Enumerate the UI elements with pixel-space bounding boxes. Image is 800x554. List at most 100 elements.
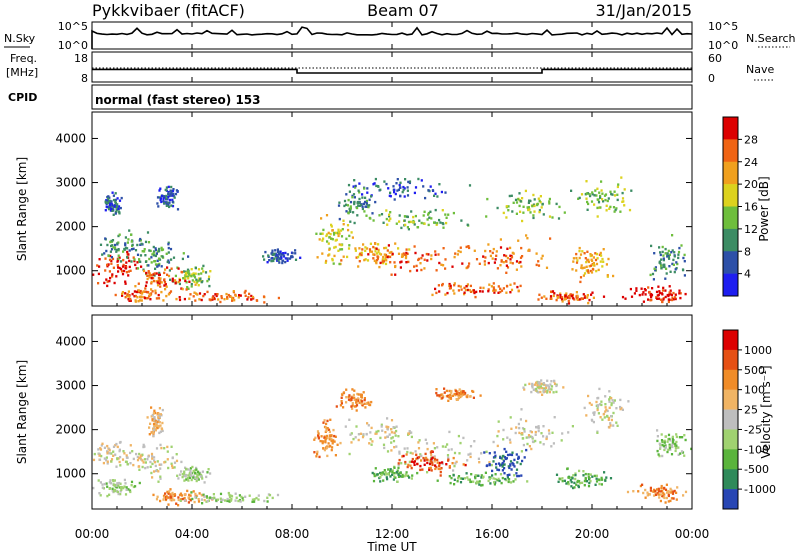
range-cell bbox=[129, 451, 132, 455]
range-cell bbox=[542, 390, 545, 394]
range-cell bbox=[199, 475, 202, 478]
range-cell bbox=[503, 463, 506, 466]
range-cell bbox=[574, 473, 577, 477]
range-cell bbox=[125, 456, 128, 459]
range-cell bbox=[138, 468, 141, 471]
range-cell bbox=[221, 498, 224, 501]
range-cell bbox=[588, 477, 591, 480]
range-cell bbox=[372, 257, 375, 260]
range-cell bbox=[168, 201, 171, 204]
range-cell bbox=[564, 295, 567, 298]
range-cell bbox=[172, 188, 175, 191]
range-cell bbox=[533, 210, 536, 213]
range-cell bbox=[669, 270, 672, 273]
range-cell bbox=[119, 206, 122, 210]
range-cell bbox=[257, 494, 260, 497]
range-cell bbox=[330, 437, 333, 440]
range-cell bbox=[441, 396, 444, 400]
range-cell bbox=[668, 446, 671, 450]
range-cell bbox=[160, 281, 163, 284]
range-cell bbox=[153, 470, 156, 473]
range-cell bbox=[404, 473, 407, 476]
range-cell bbox=[602, 200, 605, 203]
range-cell bbox=[158, 279, 161, 282]
range-cell bbox=[416, 457, 419, 461]
range-cell bbox=[144, 240, 148, 244]
range-cell bbox=[123, 452, 126, 455]
range-cell bbox=[140, 458, 143, 461]
range-cell bbox=[508, 473, 511, 476]
range-cell bbox=[509, 481, 513, 484]
range-cell bbox=[417, 447, 421, 450]
range-cell bbox=[468, 184, 472, 187]
range-cell bbox=[170, 462, 173, 465]
range-cell bbox=[379, 253, 383, 256]
range-cell bbox=[392, 185, 395, 188]
colorbar-tick-label: 24 bbox=[744, 156, 758, 169]
range-cell bbox=[183, 493, 187, 496]
range-cell bbox=[359, 432, 363, 435]
range-cell bbox=[660, 258, 663, 261]
range-cell bbox=[113, 203, 116, 207]
range-cell bbox=[277, 259, 280, 262]
range-cell bbox=[276, 248, 279, 251]
range-cell bbox=[556, 294, 559, 297]
range-cell bbox=[683, 454, 686, 457]
range-cell bbox=[389, 468, 392, 471]
range-cell bbox=[321, 232, 324, 235]
xtick-label: 00:00 bbox=[675, 527, 710, 541]
range-cell bbox=[147, 271, 150, 274]
range-cell bbox=[587, 475, 590, 479]
range-cell bbox=[664, 252, 667, 255]
range-cell bbox=[406, 450, 409, 454]
range-cell bbox=[151, 455, 154, 458]
range-cell bbox=[611, 193, 614, 196]
velocity-ylabel: Slant Range [km] bbox=[15, 360, 29, 464]
range-cell bbox=[347, 395, 350, 399]
range-cell bbox=[146, 274, 149, 277]
freq-series-line bbox=[92, 68, 692, 74]
range-cell bbox=[182, 277, 185, 280]
range-cell bbox=[368, 248, 372, 251]
range-cell bbox=[229, 499, 233, 502]
range-cell bbox=[539, 195, 542, 198]
range-cell bbox=[410, 210, 413, 213]
range-cell bbox=[351, 404, 354, 407]
range-cell bbox=[620, 176, 623, 179]
range-cell bbox=[492, 286, 495, 289]
range-cell bbox=[468, 246, 471, 250]
range-cell bbox=[682, 494, 685, 497]
range-cell bbox=[144, 284, 148, 287]
range-cell bbox=[517, 239, 520, 242]
range-cell bbox=[519, 200, 522, 203]
range-cell bbox=[163, 461, 166, 464]
range-cell bbox=[410, 431, 413, 434]
range-cell bbox=[659, 251, 662, 254]
range-cell bbox=[563, 211, 566, 214]
range-cell bbox=[516, 285, 519, 289]
range-cell bbox=[473, 249, 476, 252]
range-cell bbox=[613, 190, 616, 193]
range-cell bbox=[678, 292, 681, 295]
range-cell bbox=[263, 258, 266, 261]
range-cell bbox=[174, 279, 177, 282]
cpid-text: normal (fast stereo) 153 bbox=[95, 93, 261, 107]
range-cell bbox=[594, 483, 597, 486]
range-cell bbox=[587, 394, 590, 398]
range-cell bbox=[421, 468, 424, 471]
colorbar-swatch bbox=[723, 117, 738, 140]
range-cell bbox=[377, 185, 380, 188]
colorbar-tick-label: 500 bbox=[744, 364, 765, 377]
range-cell bbox=[537, 386, 540, 389]
range-cell bbox=[110, 207, 113, 211]
range-cell bbox=[542, 382, 545, 385]
range-cell bbox=[175, 502, 178, 505]
range-cell bbox=[111, 257, 115, 261]
range-cell bbox=[446, 454, 450, 457]
range-cell bbox=[544, 384, 547, 387]
range-cell bbox=[414, 450, 417, 453]
range-cell bbox=[106, 263, 109, 267]
range-cell bbox=[195, 479, 198, 483]
range-cell bbox=[591, 191, 594, 194]
range-cell bbox=[498, 479, 501, 483]
